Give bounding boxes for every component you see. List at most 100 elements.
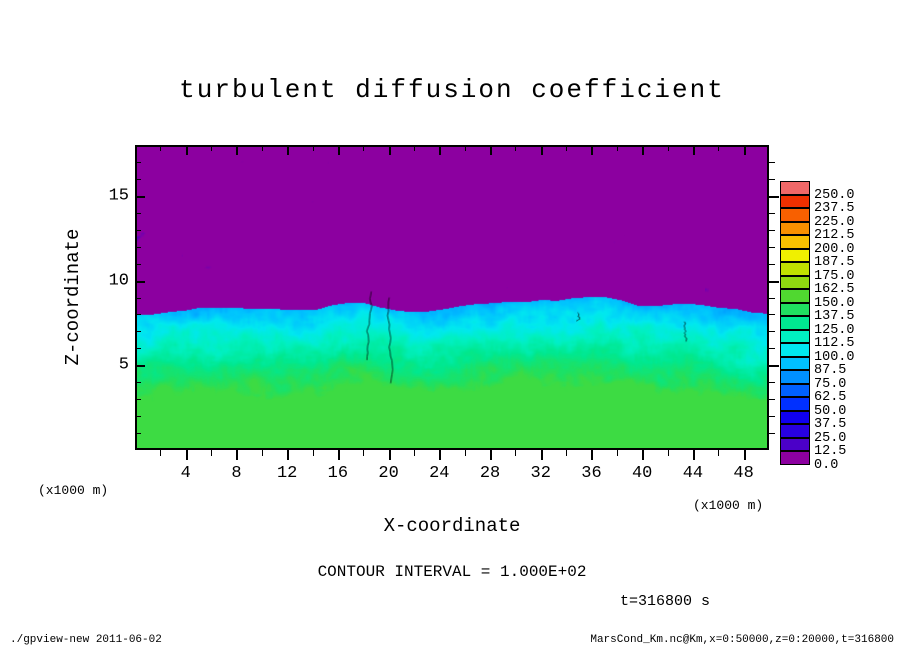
x-tick-mark	[236, 145, 238, 155]
x-tick-minor	[211, 145, 212, 151]
x-tick-minor	[465, 450, 466, 456]
x-unit-label-left: (x1000 m)	[38, 483, 108, 498]
x-tick-minor	[718, 145, 719, 151]
x-tick-mark	[591, 450, 593, 460]
x-tick-mark	[439, 450, 441, 460]
y-tick-minor	[769, 247, 775, 248]
colorbar-swatch-87.5	[780, 357, 810, 371]
x-tick-label: 20	[378, 464, 398, 483]
x-tick-minor	[668, 450, 669, 456]
x-tick-minor	[363, 145, 364, 151]
colorbar-labels: 250.0 237.5 225.0 212.5 200.0 187.5 175.0 162.5…	[814, 181, 894, 481]
x-tick-mark	[541, 450, 543, 460]
x-tick-minor	[363, 450, 364, 456]
y-tick-minor	[769, 416, 775, 417]
y-tick-minor	[769, 298, 775, 299]
colorbar-swatch-12.5	[780, 438, 810, 452]
x-tick-mark	[541, 145, 543, 155]
colorbar-swatch-212.5	[780, 222, 810, 236]
footer-right-label: MarsCond_Km.nc@Km,x=0:50000,z=0:20000,t=…	[590, 634, 894, 646]
x-tick-mark	[186, 450, 188, 460]
y-tick-minor	[769, 331, 775, 332]
y-tick-minor	[769, 264, 775, 265]
y-tick-minor	[769, 162, 775, 163]
y-tick-mark	[135, 281, 145, 283]
x-tick-minor	[160, 145, 161, 151]
x-tick-label: 40	[632, 464, 652, 483]
y-tick-label: 10	[99, 271, 129, 290]
y-tick-mark	[135, 365, 145, 367]
y-tick-mark	[135, 196, 145, 198]
x-tick-minor	[160, 450, 161, 456]
x-tick-mark	[490, 145, 492, 155]
y-tick-mark	[769, 196, 779, 198]
y-tick-minor	[135, 230, 141, 231]
x-tick-label: 16	[328, 464, 348, 483]
y-tick-minor	[135, 433, 141, 434]
colorbar-swatch-62.5	[780, 384, 810, 398]
colorbar-label-0: 0.0	[814, 458, 838, 473]
y-tick-minor	[135, 348, 141, 349]
y-tick-minor	[769, 382, 775, 383]
y-tick-minor	[135, 179, 141, 180]
x-tick-minor	[515, 450, 516, 456]
y-axis-title-label: Z-coordinate	[62, 229, 84, 366]
colorbar	[780, 181, 810, 465]
y-tick-minor	[135, 331, 141, 332]
x-tick-minor	[668, 145, 669, 151]
time-label: t=316800 s	[620, 593, 710, 610]
y-tick-minor	[769, 399, 775, 400]
x-tick-minor	[414, 450, 415, 456]
y-tick-minor	[135, 382, 141, 383]
axis-ticks: 4 8 12 16 20 24 28 32 36 40 44 48 5 10 15	[0, 0, 904, 654]
x-tick-label: 4	[181, 464, 191, 483]
y-tick-minor	[135, 298, 141, 299]
x-tick-minor	[617, 450, 618, 456]
colorbar-swatch-25	[780, 424, 810, 438]
colorbar-swatch-200	[780, 235, 810, 249]
y-tick-mark	[769, 281, 779, 283]
x-tick-minor	[617, 145, 618, 151]
x-tick-minor	[566, 145, 567, 151]
colorbar-swatch-250	[780, 181, 810, 195]
colorbar-swatch-137.5	[780, 303, 810, 317]
x-tick-mark	[744, 145, 746, 155]
x-tick-mark	[186, 145, 188, 155]
x-tick-mark	[693, 145, 695, 155]
x-tick-mark	[338, 450, 340, 460]
colorbar-swatch-0	[780, 451, 810, 465]
y-tick-minor	[135, 416, 141, 417]
y-tick-minor	[135, 162, 141, 163]
x-tick-mark	[591, 145, 593, 155]
colorbar-swatch-175	[780, 262, 810, 276]
x-tick-minor	[718, 450, 719, 456]
x-tick-mark	[744, 450, 746, 460]
x-tick-minor	[465, 145, 466, 151]
y-tick-minor	[135, 213, 141, 214]
x-tick-label: 12	[277, 464, 297, 483]
x-tick-label: 28	[480, 464, 500, 483]
y-tick-label: 5	[99, 356, 129, 375]
colorbar-swatch-125	[780, 316, 810, 330]
x-tick-mark	[389, 145, 391, 155]
x-tick-label: 48	[733, 464, 753, 483]
x-unit-label-right: (x1000 m)	[693, 498, 763, 513]
colorbar-swatch-162.5	[780, 276, 810, 290]
y-tick-minor	[769, 213, 775, 214]
colorbar-swatch-50	[780, 397, 810, 411]
x-tick-mark	[693, 450, 695, 460]
x-tick-label: 8	[231, 464, 241, 483]
x-tick-mark	[338, 145, 340, 155]
x-tick-mark	[287, 450, 289, 460]
x-tick-label: 32	[531, 464, 551, 483]
colorbar-swatch-187.5	[780, 249, 810, 263]
x-tick-minor	[262, 145, 263, 151]
x-tick-minor	[313, 145, 314, 151]
x-tick-minor	[211, 450, 212, 456]
x-tick-mark	[642, 145, 644, 155]
x-tick-minor	[515, 145, 516, 151]
y-tick-minor	[769, 314, 775, 315]
x-tick-mark	[642, 450, 644, 460]
y-tick-mark	[769, 365, 779, 367]
colorbar-swatch-150	[780, 289, 810, 303]
